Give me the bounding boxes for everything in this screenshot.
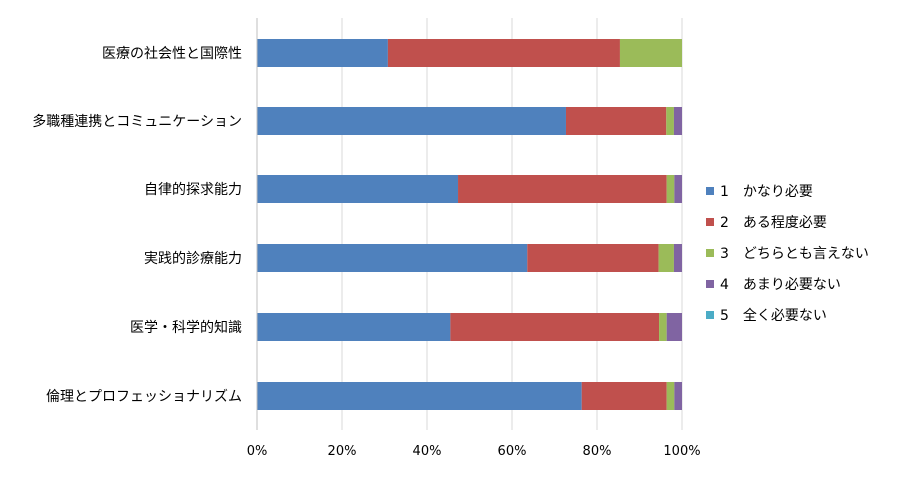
bar-segment [666, 175, 675, 203]
legend-label: 3 どちらとも言えない [720, 246, 869, 262]
bar-segment [257, 39, 388, 67]
bar-segment [257, 382, 582, 410]
bar-segment [619, 39, 682, 67]
legend-label: 2 ある程度必要 [720, 215, 827, 231]
category-label: 倫理とプロフェッショナリズム [46, 389, 242, 405]
x-tick-label: 20% [328, 444, 357, 459]
bars [257, 39, 682, 410]
bar-segment [673, 107, 682, 135]
category-label: 自律的探求能力 [144, 182, 242, 198]
bar-segment [458, 175, 667, 203]
bar-segment [666, 313, 682, 341]
x-tick-label: 100% [663, 444, 700, 459]
legend-label: 5 全く必要ない [720, 307, 827, 324]
legend-swatch [706, 280, 714, 288]
bar-segment [257, 244, 528, 272]
bar-segment [565, 107, 667, 135]
category-label: 医療の社会性と国際性 [102, 45, 242, 62]
grid-lines [341, 18, 683, 430]
bar-segment [673, 244, 682, 272]
category-label: 多職種連携とコミュニケーション [32, 113, 242, 130]
bar-segment [666, 382, 675, 410]
bar-segment [658, 244, 674, 272]
bar-segment [581, 382, 667, 410]
bar-segment [674, 175, 682, 203]
legend-label: 4 あまり必要ない [720, 277, 841, 293]
bar-segment [257, 175, 459, 203]
category-label: 実践的診療能力 [144, 250, 242, 267]
legend: 1 かなり必要 2 ある程度必要 3 どちらとも言えない 4 あまり必要ない 5 全く必… [706, 184, 869, 324]
category-label: 医学・科学的知識 [130, 319, 242, 336]
x-tick-labels: 0% 20% 40% 60% 80% 100% [247, 444, 701, 459]
legend-swatch [706, 249, 714, 257]
bar-segment [666, 107, 674, 135]
bar-segment [527, 244, 659, 272]
bar-segment [450, 313, 660, 341]
x-tick-label: 80% [583, 444, 612, 459]
bar-segment [257, 313, 451, 341]
x-tick-label: 0% [247, 444, 268, 459]
bar-segment [659, 313, 667, 341]
bar-segment [257, 107, 566, 135]
legend-swatch [706, 311, 714, 319]
legend-swatch [706, 218, 714, 226]
legend-label: 1 かなり必要 [720, 184, 813, 200]
legend-swatch [706, 187, 714, 195]
bar-segment [387, 39, 620, 67]
x-tick-label: 40% [413, 444, 442, 459]
bar-segment [674, 382, 682, 410]
x-tick-label: 60% [498, 444, 527, 459]
category-labels: 医療の社会性と国際性多職種連携とコミュニケーション自律的探求能力実践的診療能力医… [32, 45, 242, 405]
